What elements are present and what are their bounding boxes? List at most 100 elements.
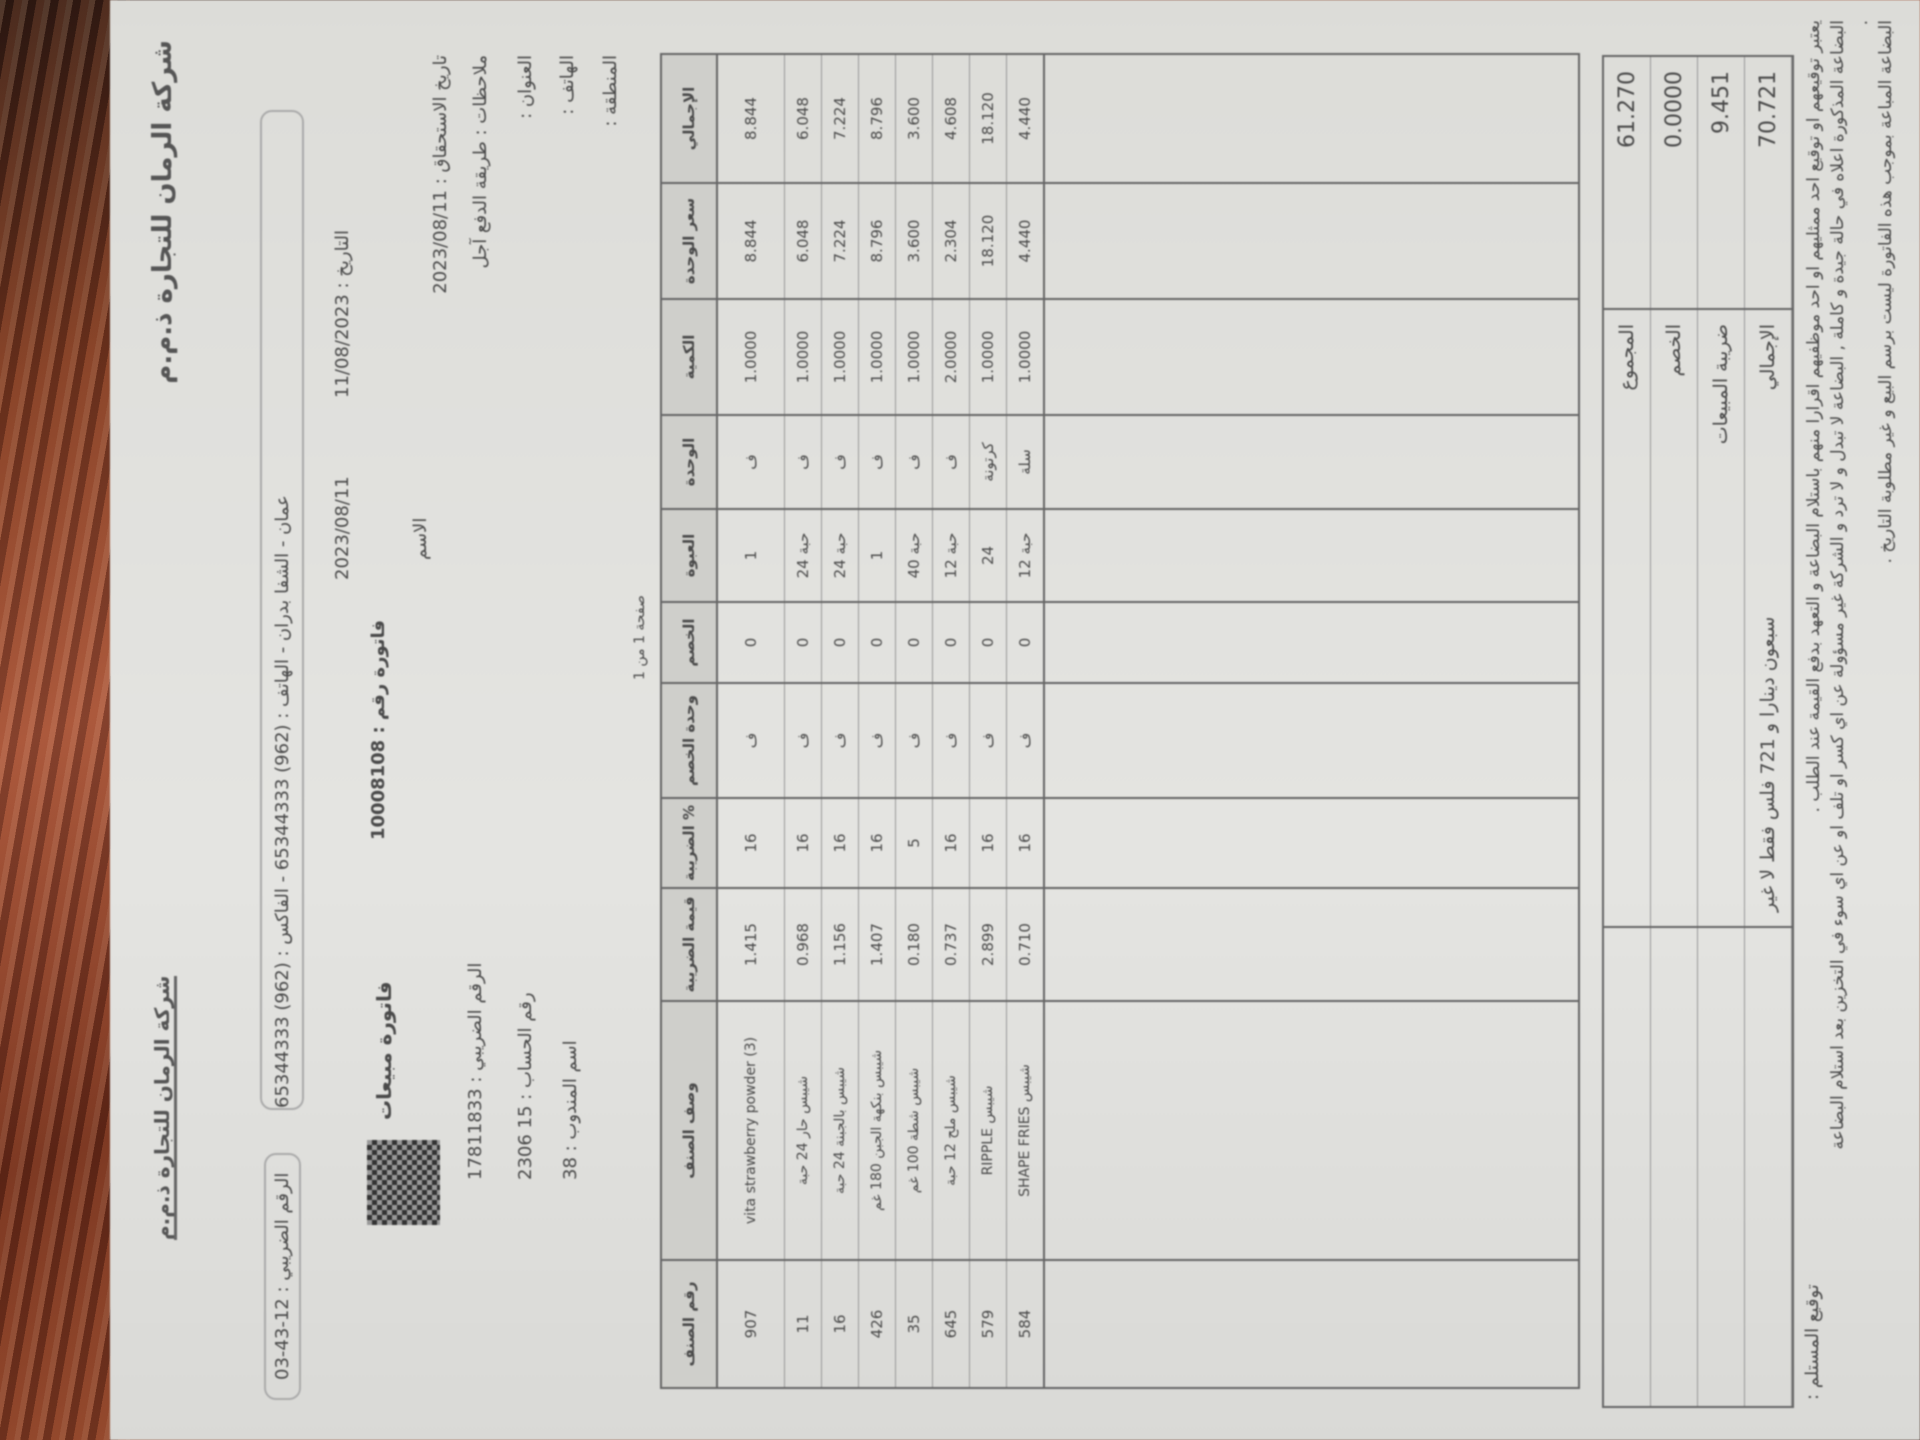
table-cell: 16 xyxy=(932,798,970,888)
table-cell: 35 xyxy=(895,1260,933,1388)
table-cell: 3.600 xyxy=(895,183,933,299)
grand-total-value: 70.721 xyxy=(1745,57,1792,308)
totals-values: 61.270 0.0000 9.451 70.721 xyxy=(1604,57,1792,308)
tax-number-box: الرقم الضريبي : 12-43-03 xyxy=(264,1152,301,1400)
table-cell: vita strawberry powder (3) xyxy=(717,1001,785,1260)
column-header: الضريبة % xyxy=(661,798,717,888)
table-cell: ف xyxy=(784,415,822,509)
table-cell: 0.180 xyxy=(895,888,933,1001)
table-cell: 6.048 xyxy=(784,183,822,299)
empty-cell xyxy=(1044,888,1579,1001)
invoice-date-value: 2023/08/11 xyxy=(332,476,353,580)
company-name: شركة الرمان للتجارة ذ.م.م xyxy=(148,40,178,384)
table-cell: 1 xyxy=(717,509,785,602)
empty-cell xyxy=(1044,54,1579,183)
table-cell: 4.440 xyxy=(1006,54,1044,183)
empty-cell xyxy=(1044,1001,1579,1260)
terms-line: البضاعة المذكورة اعلاه في حالة جيدة و كا… xyxy=(1828,20,1872,1150)
company-name-secondary: شركة الرمان للتجارة ذ.م.م xyxy=(150,975,177,1240)
table-cell: 0 xyxy=(717,602,785,683)
totals-box: المجموع الخصم ضريبة المبيعات الإجمالي سبع… xyxy=(1602,55,1794,1408)
table-cell: ف xyxy=(858,415,896,509)
table-cell: ف xyxy=(717,683,785,798)
table-cell: 2.304 xyxy=(932,183,970,299)
table-row: 579 شيبس RIPPLE 2.899 16 ف 0 24 كرتونة 1.0000 18.… xyxy=(969,54,1007,1388)
empty-cell xyxy=(1044,798,1579,888)
table-cell: 24 xyxy=(969,509,1007,602)
account-number: رقم الحساب : 15 2306 xyxy=(515,992,536,1180)
table-cell: 1.0000 xyxy=(895,299,933,415)
table-cell: 5 xyxy=(895,798,933,888)
table-cell: 0 xyxy=(821,602,859,683)
table-row: 907 vita strawberry powder (3) 1.415 16 ف 0 1 ف… xyxy=(717,54,785,1388)
table-cell: 0 xyxy=(969,602,1007,683)
table-cell: 1 xyxy=(858,509,896,602)
table-cell: 2.0000 xyxy=(932,299,970,415)
table-cell: 3.600 xyxy=(895,54,933,183)
terms-line: البضاعة المباعة بموجب هذه الفاتورة ليست … xyxy=(1876,20,1896,564)
table-cell: 1.0000 xyxy=(858,299,896,415)
empty-cell xyxy=(1044,683,1579,798)
column-header: الوحدة xyxy=(661,415,717,509)
table-cell: ف xyxy=(821,683,859,798)
table-row: 35 شيبس شطة 100 غم 0.180 5 ف 0 40 حبة ف 1.0000 3.… xyxy=(895,54,933,1388)
table-cell: شيبس SHAPE FRIES xyxy=(1006,1001,1044,1260)
column-header: رقم الصنف xyxy=(661,1260,717,1388)
terms-line: يعتبر توقيعهم او توقيع احد ممثليهم او اح… xyxy=(1804,20,1824,813)
table-row: 584 شيبس SHAPE FRIES 0.710 16 ف 0 12 حبة سلة 1.0… xyxy=(1006,54,1044,1388)
table-cell: 1.407 xyxy=(858,888,896,1001)
table-cell: 0 xyxy=(932,602,970,683)
items-table: رقم الصنف وصف الصنف قيمة الضريبة الضريبة % و… xyxy=(660,53,1580,1389)
table-cell: ف xyxy=(932,683,970,798)
table-cell: 4.440 xyxy=(1006,183,1044,299)
totals-blank-area xyxy=(1604,926,1792,1406)
table-cell: 0 xyxy=(784,602,822,683)
table-cell: 8.844 xyxy=(717,183,785,299)
background-photo xyxy=(0,0,130,1440)
column-header: قيمة الضريبة xyxy=(661,888,717,1001)
table-cell: 584 xyxy=(1006,1260,1044,1388)
table-cell: 426 xyxy=(858,1260,896,1388)
table-cell: 0.710 xyxy=(1006,888,1044,1001)
table-cell: 1.0000 xyxy=(717,299,785,415)
table-cell: 8.796 xyxy=(858,183,896,299)
sales-rep: اسم المندوب : 38 xyxy=(560,1040,581,1180)
invoice-type: فاتورة مبيعات xyxy=(372,981,396,1120)
column-header: وصف الصنف xyxy=(661,1001,717,1260)
tax-value: 9.451 xyxy=(1698,57,1745,308)
table-cell: شيبس بنكهة الجبن 180 غم xyxy=(858,1001,896,1260)
table-cell: 8.844 xyxy=(717,54,785,183)
table-cell: ف xyxy=(969,683,1007,798)
table-header-row: رقم الصنف وصف الصنف قيمة الضريبة الضريبة % و… xyxy=(661,54,717,1388)
empty-cell xyxy=(1044,415,1579,509)
table-cell: 0 xyxy=(1006,602,1044,683)
table-cell: 0.968 xyxy=(784,888,822,1001)
column-header: العبوة xyxy=(661,509,717,602)
table-cell: 16 xyxy=(858,798,896,888)
table-cell: 16 xyxy=(821,798,859,888)
table-cell: 1.415 xyxy=(717,888,785,1001)
table-cell: 1.0000 xyxy=(784,299,822,415)
empty-cell xyxy=(1044,1260,1579,1388)
table-cell: 0 xyxy=(895,602,933,683)
empty-table-area xyxy=(1044,54,1579,1388)
invoice-number: فاتورة رقم : 10008108 xyxy=(368,619,389,840)
table-row: 16 شيبس بالجبنة 24 حبة 1.156 16 ف 0 24 حبة ف 1.0… xyxy=(821,54,859,1388)
customer-tax-number: الرقم الضريبي : 17811833 xyxy=(465,962,486,1180)
table-cell: 1.156 xyxy=(821,888,859,1001)
tax-label: ضريبة المبيعات xyxy=(1710,324,1732,445)
table-cell: 24 حبة xyxy=(784,509,822,602)
column-header: سعر الوحدة xyxy=(661,183,717,299)
table-cell: 4.608 xyxy=(932,54,970,183)
discount-value: 0.0000 xyxy=(1651,57,1698,308)
table-cell: شيبس شطة 100 غم xyxy=(895,1001,933,1260)
empty-cell xyxy=(1044,509,1579,602)
table-cell: 12 حبة xyxy=(1006,509,1044,602)
invoice-date: التاريخ : 11/08/2023 xyxy=(332,230,353,398)
table-cell: 7.224 xyxy=(821,183,859,299)
table-cell: 7.224 xyxy=(821,54,859,183)
table-row: 426 شيبس بنكهة الجبن 180 غم 1.407 16 ف 0 1 ف 1.0… xyxy=(858,54,896,1388)
table-cell: 16 xyxy=(717,798,785,888)
empty-cell xyxy=(1044,602,1579,683)
column-header: وحدة الخصم xyxy=(661,683,717,798)
